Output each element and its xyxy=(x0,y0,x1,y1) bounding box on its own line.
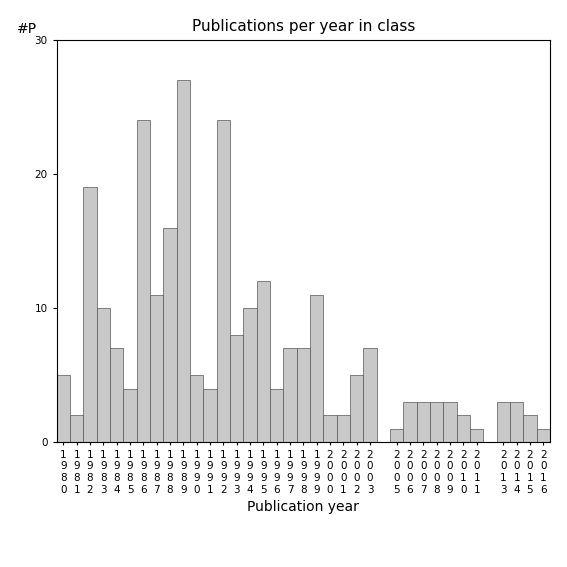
Bar xyxy=(137,120,150,442)
Bar xyxy=(284,348,297,442)
Bar xyxy=(297,348,310,442)
Bar xyxy=(177,80,190,442)
Bar xyxy=(417,402,430,442)
Bar xyxy=(257,281,270,442)
Bar xyxy=(536,429,550,442)
Bar xyxy=(243,308,257,442)
Bar xyxy=(217,120,230,442)
Bar xyxy=(57,375,70,442)
Bar xyxy=(270,388,284,442)
Bar xyxy=(523,416,536,442)
Bar xyxy=(204,388,217,442)
Y-axis label: #P: #P xyxy=(17,22,37,36)
Bar xyxy=(83,187,97,442)
Bar xyxy=(70,416,83,442)
Bar xyxy=(470,429,483,442)
Bar xyxy=(337,416,350,442)
Bar xyxy=(150,295,163,442)
Bar xyxy=(323,416,337,442)
Title: Publications per year in class: Publications per year in class xyxy=(192,19,415,35)
Bar xyxy=(456,416,470,442)
Bar xyxy=(97,308,110,442)
Bar xyxy=(350,375,363,442)
Bar xyxy=(230,335,243,442)
Bar xyxy=(363,348,376,442)
Bar xyxy=(110,348,124,442)
Bar xyxy=(430,402,443,442)
Bar xyxy=(310,295,323,442)
Bar xyxy=(124,388,137,442)
Bar xyxy=(443,402,456,442)
X-axis label: Publication year: Publication year xyxy=(247,500,359,514)
Bar xyxy=(403,402,417,442)
Bar xyxy=(497,402,510,442)
Bar xyxy=(190,375,204,442)
Bar xyxy=(390,429,403,442)
Bar xyxy=(163,227,177,442)
Bar xyxy=(510,402,523,442)
